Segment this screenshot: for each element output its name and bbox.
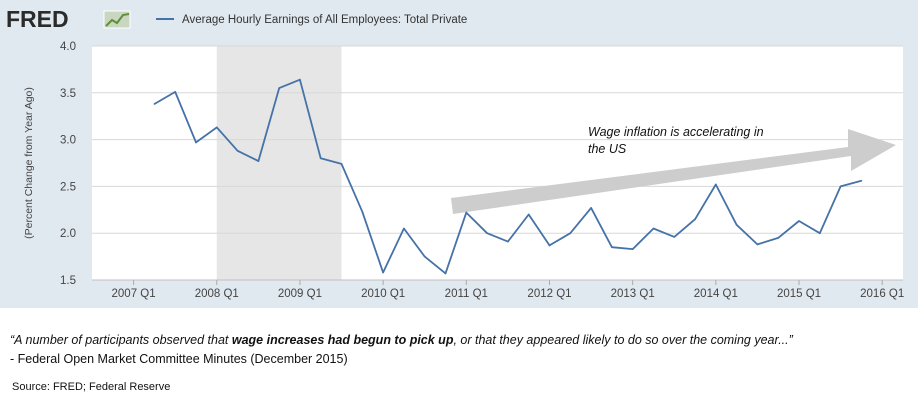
chart-panel: FRED Average Hourly Earnings of All Empl… xyxy=(0,0,918,308)
data-point xyxy=(756,243,759,246)
fred-logo-text: FRED xyxy=(6,6,69,32)
data-point xyxy=(527,213,530,216)
x-tick-label: 2009 Q1 xyxy=(278,288,322,300)
data-point xyxy=(860,180,863,182)
data-point xyxy=(673,236,676,238)
data-point xyxy=(216,126,218,129)
x-tick-label: 2013 Q1 xyxy=(611,288,655,300)
fomc-quote: “A number of participants observed that … xyxy=(10,333,910,347)
data-point xyxy=(507,240,509,243)
data-point xyxy=(631,248,634,250)
quote-attribution: - Federal Open Market Committee Minutes … xyxy=(10,352,348,366)
y-tick-label: 1.5 xyxy=(60,275,76,287)
data-point xyxy=(319,157,322,160)
source-note: Source: FRED; Federal Reserve xyxy=(12,381,171,393)
data-point xyxy=(735,224,738,226)
series-points xyxy=(153,78,863,275)
data-point xyxy=(839,185,842,188)
data-point xyxy=(694,218,696,220)
data-point xyxy=(278,87,281,89)
data-point xyxy=(715,183,717,186)
x-tick-label: 2015 Q1 xyxy=(777,288,821,300)
data-point xyxy=(777,237,779,239)
x-tick-label: 2012 Q1 xyxy=(527,288,571,300)
x-axis-tick-marks xyxy=(133,280,883,285)
data-point xyxy=(195,141,197,144)
data-point xyxy=(548,244,551,247)
data-point xyxy=(236,150,239,152)
legend-label: Average Hourly Earnings of All Employees… xyxy=(182,14,467,26)
data-point xyxy=(652,227,655,230)
x-axis-ticks: 2007 Q1 2008 Q1 2009 Q1 2010 Q1 2011 Q1 2012 … xyxy=(112,288,905,300)
data-point xyxy=(361,210,364,213)
data-point xyxy=(382,271,384,274)
data-point xyxy=(486,232,488,234)
data-point xyxy=(403,227,405,230)
y-tick-label: 3.0 xyxy=(60,135,76,147)
data-point xyxy=(569,232,572,234)
quote-bold-phrase: wage increases had begun to pick up xyxy=(231,333,454,347)
x-tick-label: 2011 Q1 xyxy=(445,288,488,300)
data-point xyxy=(153,103,156,105)
y-tick-label: 2.5 xyxy=(60,181,76,193)
quote-part-2: , or that they appeared likely to do so … xyxy=(453,333,793,347)
data-point xyxy=(590,207,592,209)
data-point xyxy=(299,78,301,81)
trend-arrow-icon xyxy=(451,129,896,214)
recession-shading xyxy=(216,46,342,280)
x-tick-label: 2010 Q1 xyxy=(361,288,405,300)
data-point xyxy=(174,91,176,93)
quote-part-1: “A number of participants observed that xyxy=(10,333,232,347)
x-tick-label: 2008 Q1 xyxy=(195,288,239,300)
y-tick-label: 2.0 xyxy=(60,228,76,240)
data-point xyxy=(465,211,468,214)
data-point xyxy=(819,232,821,234)
fred-trend-line-icon xyxy=(103,10,131,29)
annotation-line-2: the US xyxy=(588,142,627,156)
x-tick-label: 2016 Q1 xyxy=(860,288,904,300)
y-axis-label: (Percent Change from Year Ago) xyxy=(23,87,35,239)
data-point xyxy=(611,246,613,248)
annotation-line-1: Wage inflation is accelerating in xyxy=(588,125,764,139)
chart-svg: FRED Average Hourly Earnings of All Empl… xyxy=(6,6,905,300)
y-tick-label: 3.5 xyxy=(60,88,76,100)
data-point xyxy=(444,272,447,275)
data-point xyxy=(257,160,260,162)
data-point xyxy=(423,255,426,258)
x-tick-label: 2007 Q1 xyxy=(112,288,156,300)
y-axis-ticks: 1.5 2.0 2.5 3.0 3.5 4.0 xyxy=(60,41,76,287)
y-tick-label: 4.0 xyxy=(60,41,76,53)
data-point xyxy=(340,163,343,165)
data-point xyxy=(798,220,800,222)
x-tick-label: 2014 Q1 xyxy=(694,288,738,300)
gridlines xyxy=(92,45,903,281)
